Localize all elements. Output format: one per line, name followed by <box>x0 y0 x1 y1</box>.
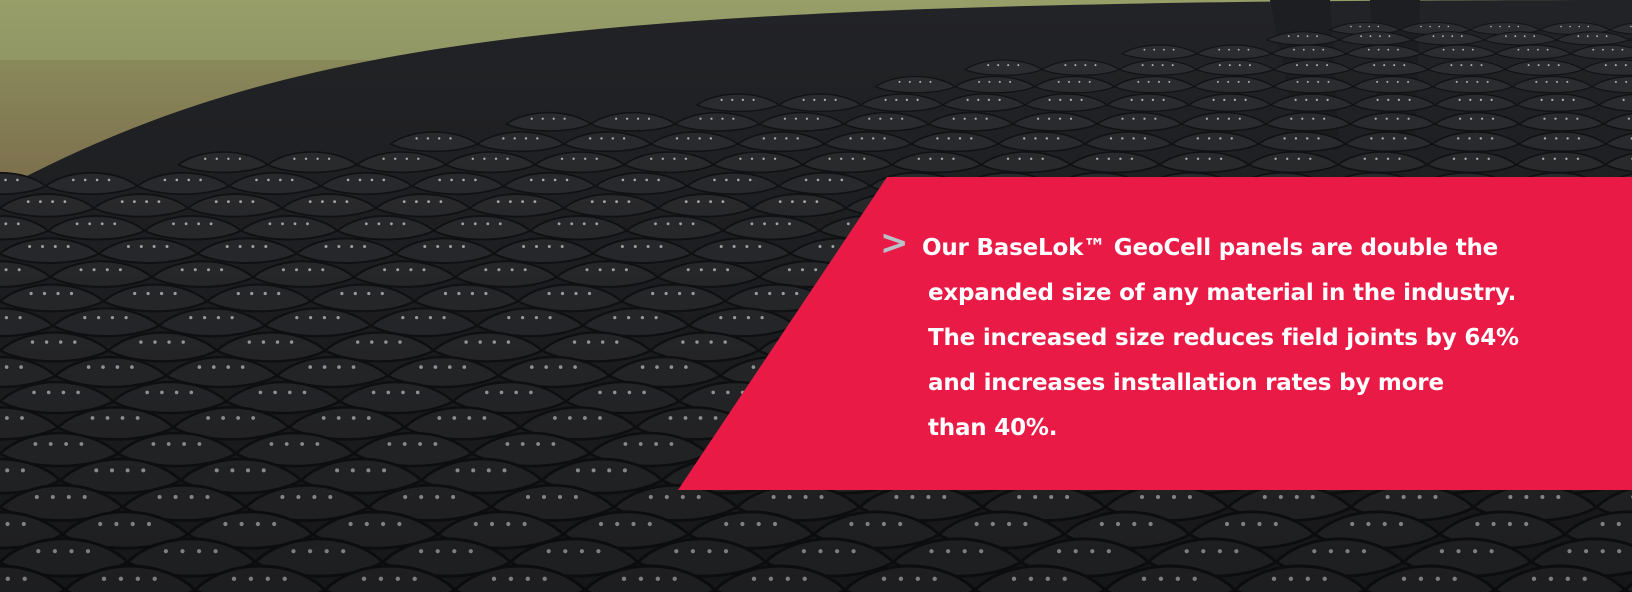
caption-line: and increases installation rates by more <box>922 361 1600 406</box>
caption-line: Our BaseLok™ GeoCell panels are double t… <box>922 226 1600 271</box>
caption-line: The increased size reduces field joints … <box>922 316 1600 361</box>
chevron-right-icon: > <box>880 226 909 260</box>
caption-block: > Our BaseLok™ GeoCell panels are double… <box>880 226 1600 451</box>
caption-line: than 40%. <box>922 406 1600 451</box>
caption-line: expanded size of any material in the ind… <box>922 271 1600 316</box>
caption-text: Our BaseLok™ GeoCell panels are double t… <box>922 226 1600 451</box>
